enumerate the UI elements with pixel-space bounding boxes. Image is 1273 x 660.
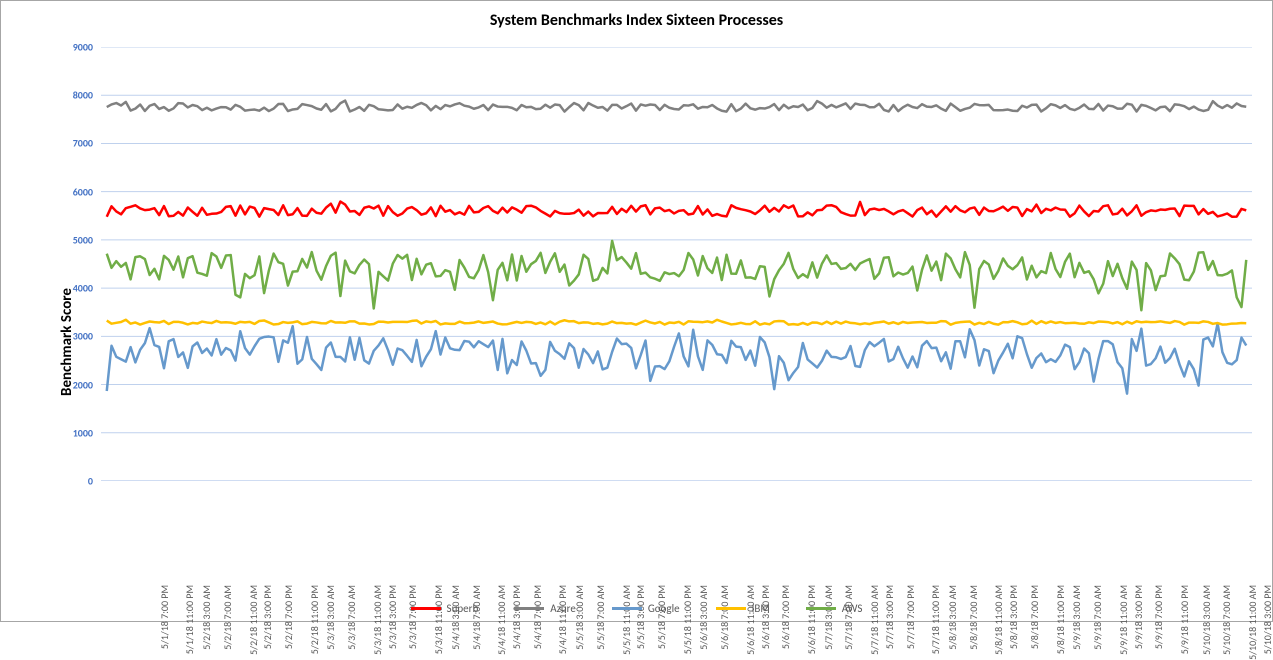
chart-canvas [101,47,1252,481]
x-tick-label: 5/8/18 11:00 AM [992,585,1005,655]
legend-label: Azure [550,602,576,615]
x-tick-label: 5/2/18 7:00 AM [221,585,234,650]
x-tick-label: 5/4/18 7:00 PM [531,585,544,649]
x-tick-label: 5/5/18 3:00 PM [634,585,647,649]
x-tick-label: 5/3/18 7:00 PM [406,585,419,649]
x-tick-label: 5/1/18 7:00 PM [158,585,171,649]
x-tick-label: 5/4/18 7:00 AM [469,585,482,650]
y-tick-label: 7000 [73,137,93,150]
x-tick-label: 5/4/18 3:00 AM [449,585,462,650]
x-tick-label: 5/7/18 7:00 PM [904,585,917,649]
x-tick-label: 5/9/18 7:00 PM [1152,585,1165,649]
x-tick-label: 5/3/18 3:00 AM [324,585,337,650]
legend-swatch [806,607,836,610]
legend-item-google: Google [612,602,680,615]
x-tick-label: 5/2/18 3:00 AM [200,585,213,650]
y-tick-label: 0 [88,475,93,488]
x-tick-label: 5/5/18 11:00 AM [619,585,632,655]
x-tick-label: 5/9/18 3:00 PM [1132,585,1145,649]
y-tick-label: 3000 [73,330,93,343]
x-tick-label: 5/3/18 3:00 PM [386,585,399,649]
series-line-ibm [107,320,1246,325]
legend-swatch [411,607,441,610]
legend-item-aws: AWS [806,602,863,615]
x-tick-label: 5/3/18 11:00 AM [371,585,384,655]
x-tick-label: 5/3/18 11:00 PM [432,585,445,654]
y-tick-label: 8000 [73,89,93,102]
series-line-aws [107,241,1246,310]
x-tick-label: 5/6/18 11:00 PM [805,585,818,654]
x-tick-label: 5/7/18 11:00 PM [930,585,943,654]
x-tick-label: 5/2/18 7:00 PM [282,585,295,649]
x-tick-label: 5/5/18 11:00 PM [681,585,694,654]
x-tick-label: 5/2/18 11:00 AM [246,585,259,655]
y-tick-label: 6000 [73,185,93,198]
x-tick-label: 5/6/18 3:00 PM [759,585,772,649]
legend-label: Google [648,602,680,615]
x-tick-label: 5/5/18 7:00 AM [594,585,607,650]
x-tick-label: 5/1/18 11:00 PM [184,585,197,654]
x-tick-label: 5/10/18 3:00 AM [1199,585,1212,655]
legend-swatch [514,607,544,610]
legend-label: Superb [447,602,479,615]
x-tick-label: 5/10/18 7:00 AM [1220,585,1233,655]
legend-swatch [612,607,642,610]
chart-title: System Benchmarks Index Sixteen Processe… [1,11,1272,30]
x-tick-label: 5/6/18 3:00 AM [697,585,710,650]
series-line-google [107,323,1246,393]
x-tick-label: 5/2/18 11:00 PM [308,585,321,654]
legend-item-azure: Azure [514,602,576,615]
series-line-azure [107,101,1246,112]
x-tick-label: 5/10/18 3:00 PM [1261,585,1273,654]
legend-label: IBM [752,602,770,615]
x-tick-label: 5/10/18 11:00 AM [1246,585,1259,660]
x-tick-label: 5/8/18 3:00 AM [946,585,959,650]
series-line-superb [107,202,1246,217]
x-tick-label: 5/4/18 11:00 PM [557,585,570,654]
legend-item-superb: Superb [411,602,479,615]
chart-frame: System Benchmarks Index Sixteen Processe… [0,0,1273,622]
x-tick-label: 5/7/18 7:00 AM [842,585,855,650]
legend-label: AWS [842,602,863,615]
x-tick-label: 5/9/18 7:00 AM [1091,585,1104,650]
legend: Superb Azure Google IBM AWS [1,600,1272,615]
x-tick-label: 5/6/18 11:00 AM [744,585,757,655]
x-tick-label: 5/7/18 3:00 AM [821,585,834,650]
x-tick-label: 5/4/18 11:00 AM [495,585,508,655]
legend-item-ibm: IBM [716,602,770,615]
y-tick-label: 9000 [73,41,93,54]
x-tick-label: 5/9/18 11:00 AM [1117,585,1130,655]
y-tick-label: 4000 [73,282,93,295]
x-tick-label: 5/2/18 3:00 PM [261,585,274,649]
y-tick-label: 5000 [73,233,93,246]
y-axis-labels: 0100020003000400050006000700080009000 [1,47,95,481]
x-tick-label: 5/6/18 7:00 PM [779,585,792,649]
x-tick-label: 5/3/18 7:00 AM [345,585,358,650]
x-axis-labels: 5/1/18 7:00 PM5/1/18 11:00 PM5/2/18 3:00… [101,489,1252,585]
x-tick-label: 5/8/18 11:00 PM [1054,585,1067,654]
x-tick-label: 5/9/18 11:00 PM [1178,585,1191,654]
x-tick-label: 5/6/18 7:00 AM [718,585,731,650]
x-tick-label: 5/7/18 3:00 PM [883,585,896,649]
x-tick-label: 5/5/18 3:00 AM [573,585,586,650]
plot-area [101,47,1252,481]
x-tick-label: 5/8/18 7:00 PM [1028,585,1041,649]
y-tick-label: 1000 [73,426,93,439]
legend-swatch [716,607,746,610]
x-tick-label: 5/9/18 3:00 AM [1070,585,1083,650]
x-tick-label: 5/8/18 7:00 AM [967,585,980,650]
x-tick-label: 5/7/18 11:00 AM [868,585,881,655]
x-tick-label: 5/8/18 3:00 PM [1007,585,1020,649]
x-tick-label: 5/4/18 3:00 PM [510,585,523,649]
x-tick-label: 5/5/18 7:00 PM [655,585,668,649]
y-tick-label: 2000 [73,378,93,391]
